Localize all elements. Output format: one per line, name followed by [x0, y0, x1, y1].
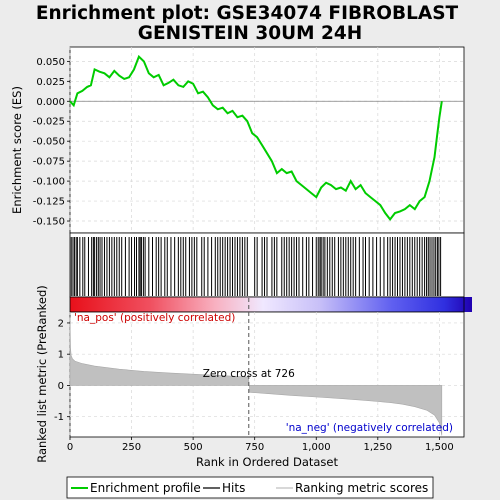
- es-tick-label: 0.025: [36, 77, 65, 88]
- chart-title-line1: Enrichment plot: GSE34074 FIBROBLAST: [36, 3, 459, 24]
- rank-y-tick-label: 1: [58, 350, 64, 361]
- ranked-y-ticks: 2 1 0 -1: [54, 318, 70, 423]
- hit-markers: [70, 237, 442, 296]
- es-tick-label: -0.050: [33, 137, 65, 148]
- rank-y-tick-label: 0: [58, 381, 64, 392]
- rank-x-tick-label: 1,500: [425, 442, 454, 453]
- rank-x-tick-label: 750: [245, 442, 264, 453]
- ranked-y-label: Ranked list metric (PreRanked): [35, 285, 49, 463]
- es-tick-label: -0.075: [33, 157, 65, 168]
- ranked-x-ticks: 0 250 500 750 1,000 1,250 1,500: [67, 437, 454, 453]
- enrichment-profile-line: [69, 54, 443, 222]
- es-tick-label: -0.025: [33, 117, 65, 128]
- enrichment-y-label: Enrichment score (ES): [10, 86, 24, 214]
- enrichment-y-ticks: 0.050 0.025 0.000 -0.025 -0.050 -0.075 -0.100 -…: [33, 57, 70, 228]
- rank-y-tick-label: 2: [58, 318, 64, 329]
- rank-y-tick-label: -1: [54, 412, 64, 423]
- enrichment-grid: [69, 47, 464, 233]
- rank-x-tick-label: 1,250: [363, 442, 392, 453]
- legend-label-ranking: Ranking metric scores: [295, 481, 428, 495]
- es-tick-label: 0.000: [36, 97, 65, 108]
- ranked-x-label: Rank in Ordered Dataset: [196, 455, 339, 469]
- negative-correlated-label: 'na_neg' (negatively correlated): [286, 422, 453, 434]
- legend-label-hits: Hits: [222, 481, 245, 495]
- rank-x-tick-label: 250: [122, 442, 141, 453]
- es-tick-label: -0.150: [33, 217, 65, 228]
- es-tick-label: -0.125: [33, 197, 65, 208]
- legend-label-enrichment: Enrichment profile: [90, 481, 201, 495]
- positive-correlated-label: 'na_pos' (positively correlated): [74, 312, 235, 324]
- rank-x-tick-label: 500: [184, 442, 203, 453]
- zero-cross-label: Zero cross at 726: [203, 368, 295, 380]
- rank-x-tick-label: 1,000: [302, 442, 331, 453]
- es-tick-label: 0.050: [36, 57, 65, 68]
- es-tick-label: -0.100: [33, 177, 65, 188]
- rank-x-tick-label: 0: [67, 442, 73, 453]
- rank-color-bar: [70, 297, 472, 312]
- enrichment-panel: [69, 46, 465, 234]
- legend-box: [66, 476, 434, 499]
- chart-title-line2: GENISTEIN 30UM 24H: [138, 23, 362, 44]
